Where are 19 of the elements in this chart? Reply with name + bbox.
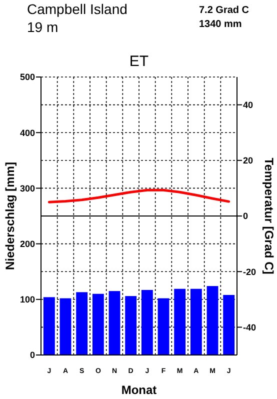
chart-title: ET bbox=[129, 53, 149, 70]
y-tick-label: 100 bbox=[20, 294, 35, 305]
text: 1340 mm bbox=[199, 19, 242, 30]
y-tick-label: 200 bbox=[20, 238, 35, 249]
text: 19 m bbox=[27, 19, 58, 35]
y2-tick-label: -20 bbox=[243, 266, 256, 277]
y2-tick-label: -40 bbox=[243, 322, 256, 332]
y-axis-title: Niederschlag [mm] bbox=[3, 162, 17, 270]
y-tick-label: 500 bbox=[20, 72, 35, 82]
y2-tick-label: 40 bbox=[243, 100, 254, 110]
y-tick-label: 400 bbox=[20, 128, 35, 138]
y2-tick-label: 0 bbox=[243, 211, 248, 222]
y2-tick-label: 20 bbox=[243, 156, 254, 166]
y2-axis-title: Temperatur [Grad C] bbox=[262, 158, 276, 274]
y-tick-label: 300 bbox=[20, 183, 35, 194]
text: 7.2 Grad C bbox=[199, 5, 250, 16]
text: Campbell Island bbox=[27, 1, 128, 17]
y-tick-label: 0 bbox=[30, 350, 35, 360]
x-axis-title: Monat bbox=[121, 383, 157, 397]
